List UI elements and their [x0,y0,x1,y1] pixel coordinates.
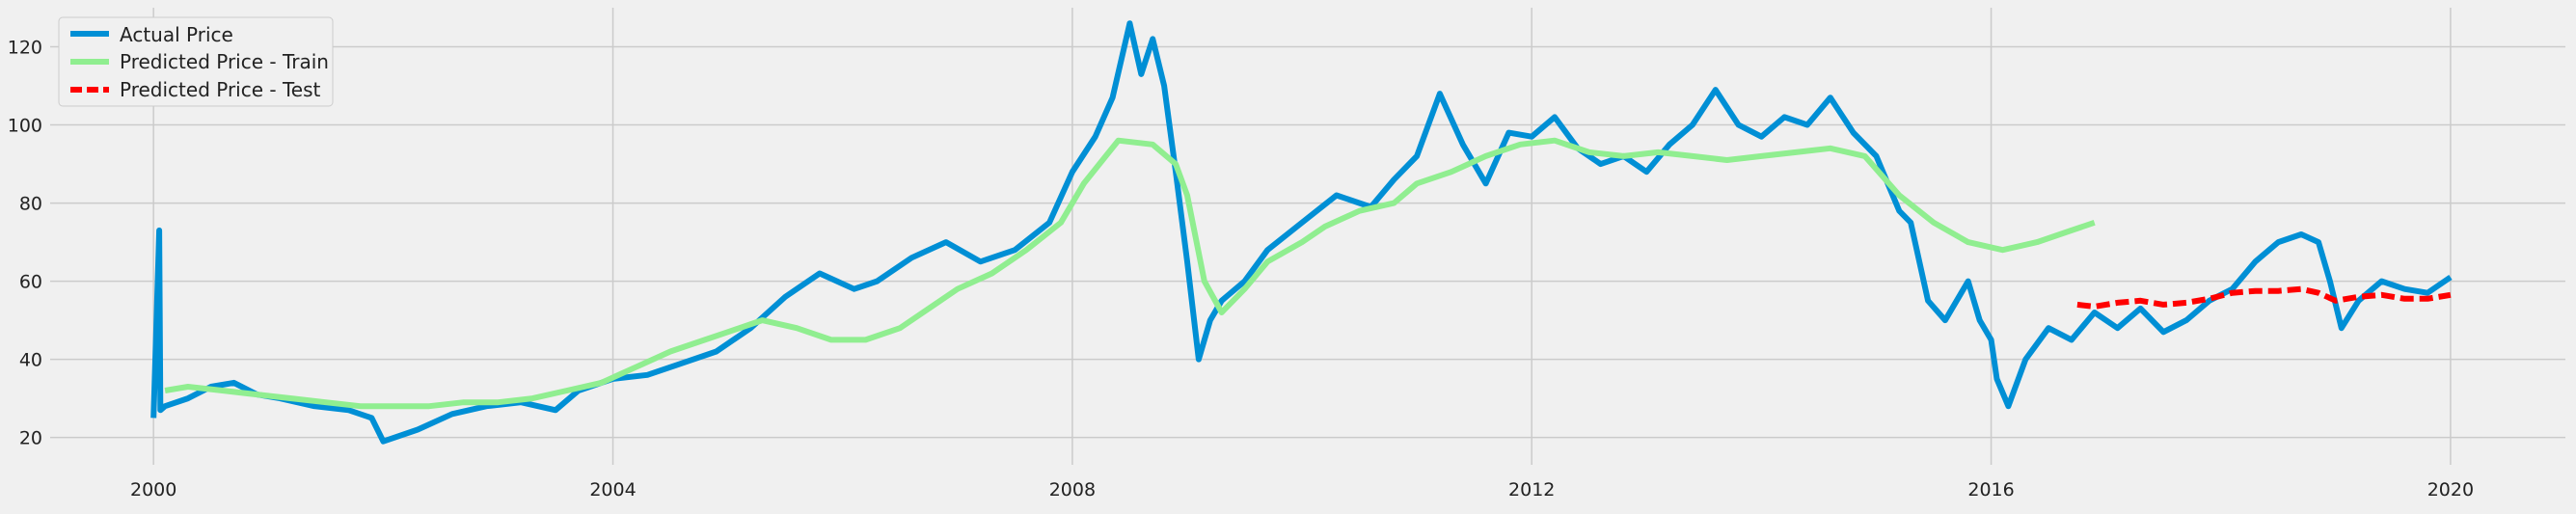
series-line-predicted-train [164,137,2096,410]
x-axis-tick-labels: 2000 2004 2008 2012 2016 2020 [130,479,2474,500]
grid [50,8,2565,465]
y-tick-label: 80 [19,194,42,215]
series-line-actual-price [150,20,2453,445]
series-line-predicted-test [2076,285,2452,310]
legend: Actual Price Predicted Price - Train Pre… [58,16,334,107]
y-tick-label: 60 [19,272,42,293]
x-tick-label: 2012 [1508,479,1555,500]
x-tick-label: 2016 [1967,479,2014,500]
x-tick-label: 2020 [2427,479,2474,500]
legend-label-train: Predicted Price - Train [120,50,329,73]
x-tick-label: 2004 [589,479,636,500]
x-tick-label: 2008 [1049,479,1096,500]
y-tick-label: 20 [19,428,42,449]
x-tick-label: 2000 [130,479,176,500]
series-lines [150,20,2453,445]
y-tick-label: 120 [8,38,42,59]
y-tick-label: 100 [8,116,42,137]
legend-label-test: Predicted Price - Test [120,78,321,101]
legend-label-actual: Actual Price [120,23,233,46]
legend-box [58,16,334,107]
y-axis-tick-labels: 20 40 60 80 100 120 [8,38,42,449]
y-tick-label: 40 [19,350,42,371]
